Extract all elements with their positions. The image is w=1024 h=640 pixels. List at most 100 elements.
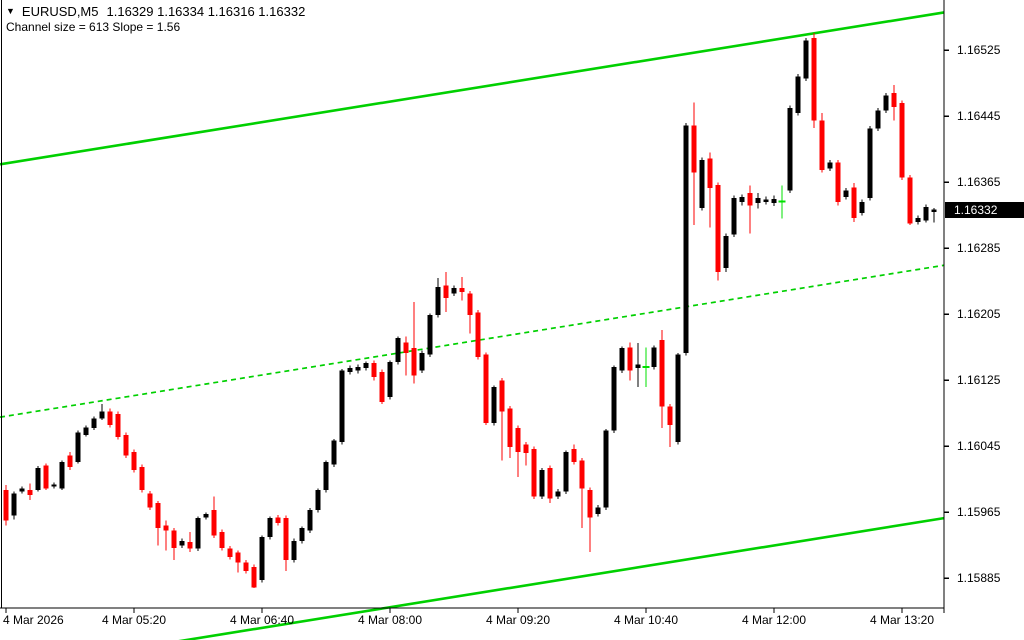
candle-body bbox=[651, 347, 657, 368]
candle-body bbox=[611, 367, 617, 431]
candle-body bbox=[243, 562, 249, 571]
candle-body bbox=[875, 110, 881, 129]
candle-body bbox=[803, 40, 809, 79]
current-bar-ohlc-values: 1.16329 1.16334 1.16316 1.16332 bbox=[106, 4, 306, 19]
candle-body bbox=[115, 414, 121, 438]
candle-body bbox=[667, 406, 673, 425]
candle-body bbox=[827, 162, 833, 169]
candle-body bbox=[11, 493, 17, 516]
candle-body bbox=[587, 490, 593, 518]
price-axis-label: 1.16285 bbox=[957, 241, 1001, 256]
candle-body bbox=[387, 362, 393, 397]
candle-body bbox=[131, 452, 137, 471]
channel-lower-line bbox=[178, 516, 945, 640]
candle-body bbox=[723, 235, 729, 269]
candle-body bbox=[435, 287, 441, 316]
candle-body bbox=[787, 108, 793, 191]
candle-body bbox=[683, 125, 689, 354]
candle-body bbox=[475, 312, 481, 358]
candle-body bbox=[123, 434, 129, 456]
axis-frame bbox=[0, 0, 949, 613]
chart-header: ▼ EURUSD,M5 1.16329 1.16334 1.16316 1.1633… bbox=[6, 3, 305, 35]
candle-body bbox=[299, 527, 305, 542]
candle-body bbox=[107, 411, 113, 425]
candle-body bbox=[91, 418, 97, 429]
candle-body bbox=[35, 467, 41, 491]
candle-body bbox=[531, 448, 537, 497]
candle-body bbox=[579, 460, 585, 489]
candle-body bbox=[507, 408, 513, 448]
candle-body bbox=[923, 207, 929, 221]
candle-body bbox=[515, 428, 521, 453]
candle-body bbox=[547, 467, 553, 499]
candle-body bbox=[275, 517, 281, 524]
candle-body bbox=[931, 209, 937, 213]
price-axis-label: 1.16365 bbox=[957, 175, 1001, 190]
candle-body bbox=[19, 488, 25, 492]
candle-body bbox=[211, 509, 217, 536]
candle-body bbox=[747, 193, 753, 206]
candle-body bbox=[323, 461, 329, 491]
candle-body bbox=[539, 470, 545, 497]
candle-body bbox=[915, 217, 921, 222]
candle-body bbox=[3, 490, 9, 521]
candle-body bbox=[771, 198, 777, 203]
candle-body bbox=[755, 197, 761, 203]
time-axis-label: 4 Mar 12:00 bbox=[741, 613, 807, 627]
symbol-collapse-icon[interactable]: ▼ bbox=[6, 6, 15, 16]
channel-upper-line bbox=[0, 11, 945, 166]
candle-body bbox=[347, 367, 353, 373]
candle-body bbox=[283, 518, 289, 561]
candle-body bbox=[899, 103, 905, 178]
candle-body bbox=[811, 37, 817, 121]
candle-body bbox=[843, 190, 849, 198]
candle-body bbox=[867, 128, 873, 198]
candle-body bbox=[603, 430, 609, 508]
price-axis-label: 1.16205 bbox=[957, 307, 1001, 322]
candle-body bbox=[379, 372, 385, 402]
candle-body bbox=[75, 432, 81, 462]
candle-body bbox=[851, 187, 857, 218]
price-axis-label: 1.16045 bbox=[957, 439, 1001, 454]
price-axis-label: 1.16125 bbox=[957, 373, 1001, 388]
indicator-comment: Channel size = 613 Slope = 1.56 bbox=[6, 20, 181, 34]
candle-body bbox=[483, 354, 489, 424]
time-axis-label: 4 Mar 13:20 bbox=[869, 613, 935, 627]
candle-body bbox=[307, 509, 313, 531]
candle-body bbox=[339, 370, 345, 443]
candle-body bbox=[291, 541, 297, 561]
candle-body bbox=[99, 411, 105, 419]
candle-body bbox=[363, 362, 369, 368]
candle-body bbox=[835, 162, 841, 203]
candle-body bbox=[635, 364, 641, 368]
candle-body bbox=[419, 353, 425, 371]
time-axis-label: 4 Mar 08:00 bbox=[357, 613, 423, 627]
candle-body bbox=[67, 455, 73, 467]
candle-body bbox=[147, 493, 153, 508]
candle-body bbox=[563, 452, 569, 492]
candle-body bbox=[27, 490, 33, 495]
candles-layer bbox=[3, 32, 937, 589]
candle-body bbox=[499, 380, 505, 412]
candle-body bbox=[739, 197, 745, 203]
candle-body bbox=[699, 160, 705, 208]
candle-body bbox=[51, 484, 57, 487]
candle-body bbox=[707, 158, 713, 189]
candle-body bbox=[371, 362, 377, 378]
candle-body bbox=[83, 427, 89, 435]
candle-body bbox=[59, 461, 65, 489]
time-axis-label: 4 Mar 10:40 bbox=[613, 613, 679, 627]
candle-body bbox=[187, 542, 193, 549]
candle-body bbox=[763, 199, 769, 203]
regression-channel[interactable] bbox=[0, 11, 945, 640]
price-axis-label: 1.15965 bbox=[957, 505, 1001, 520]
candle-body bbox=[443, 285, 449, 298]
candle-body bbox=[403, 342, 409, 354]
candle-body bbox=[203, 513, 209, 518]
time-axis-label: 4 Mar 05:20 bbox=[101, 613, 167, 627]
candle-body bbox=[467, 293, 473, 316]
candle-body bbox=[139, 466, 145, 491]
candle-body bbox=[523, 444, 529, 453]
symbol-ohlc-line: ▼ EURUSD,M5 1.16329 1.16334 1.16316 1.1633… bbox=[6, 3, 305, 20]
